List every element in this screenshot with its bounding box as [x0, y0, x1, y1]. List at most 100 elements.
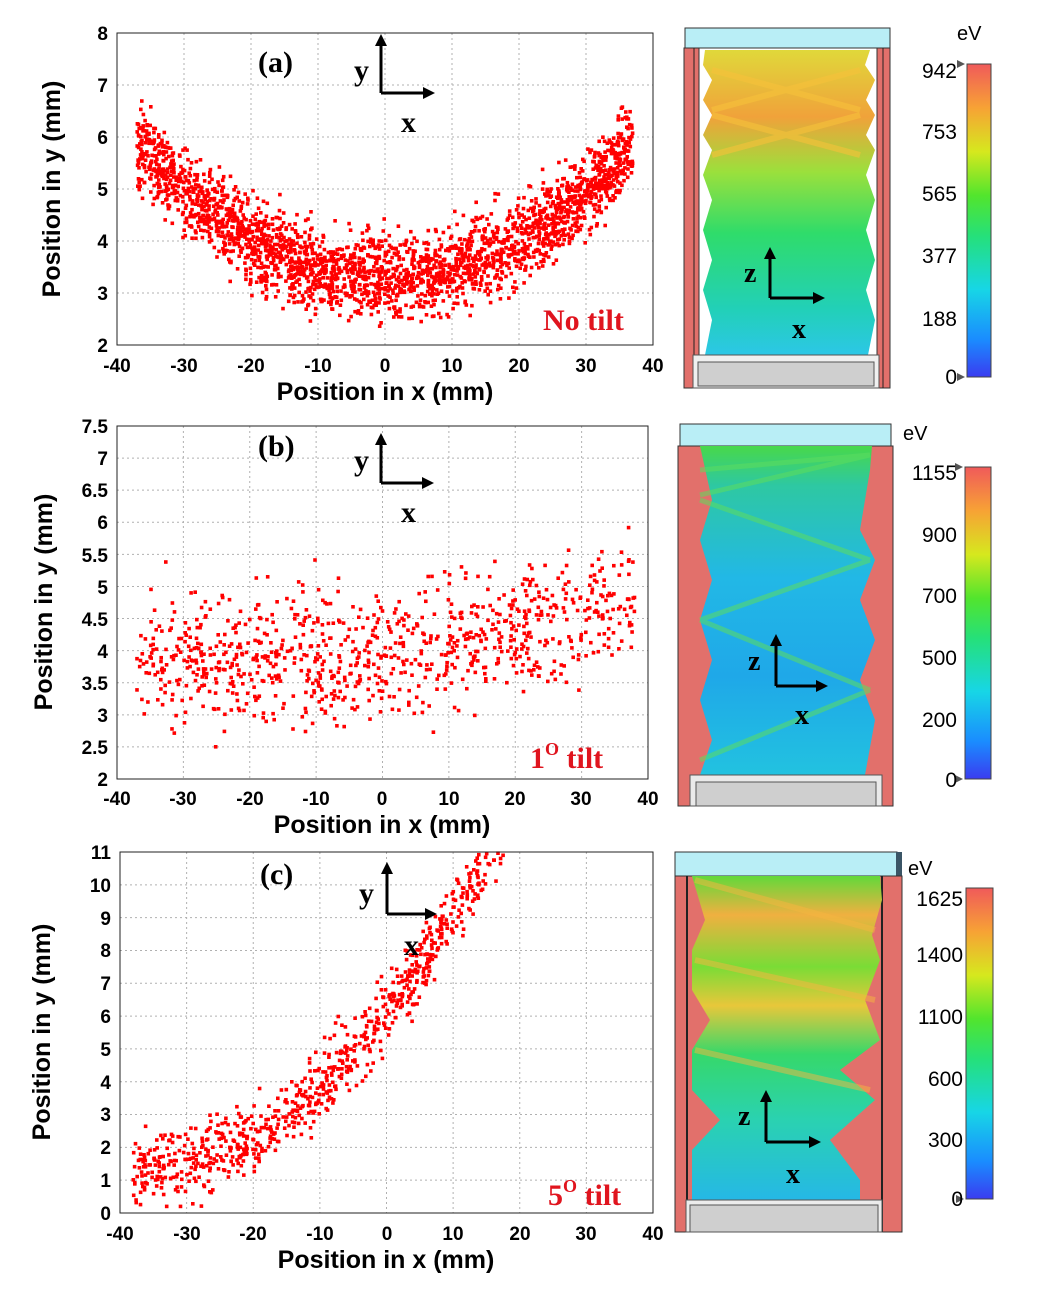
- scatter-point: [190, 236, 194, 240]
- scatter-point: [582, 199, 586, 204]
- scatter-point: [404, 303, 408, 308]
- panel-a: -40 -30 -20 -10 0 10 20 30 40 2 3 4 5 6 …: [38, 23, 992, 406]
- scatter-point: [260, 232, 264, 237]
- scatter-point: [498, 253, 503, 258]
- scatter-point: [425, 663, 429, 667]
- scatter-point: [295, 613, 300, 617]
- scatter-point: [592, 578, 597, 583]
- scatter-point: [159, 687, 163, 691]
- scatter-point: [544, 226, 548, 230]
- scatter-point: [367, 1047, 372, 1052]
- scatter-point: [411, 1002, 416, 1007]
- scatter-point: [246, 198, 250, 202]
- y-tick-label: 8: [100, 941, 111, 962]
- scatter-point: [349, 1067, 354, 1072]
- scatter-point: [154, 647, 159, 651]
- scatter-point: [240, 223, 244, 228]
- scatter-point: [448, 638, 453, 642]
- scatter-point: [204, 675, 208, 680]
- scatter-point: [483, 855, 488, 860]
- scatter-point: [434, 954, 438, 959]
- scatter-point: [232, 211, 237, 216]
- scatter-point: [235, 231, 240, 236]
- scatter-point: [155, 157, 159, 162]
- scatter-point: [511, 663, 516, 668]
- scatter-point: [514, 286, 519, 290]
- scatter-point: [361, 269, 365, 273]
- scatter-point: [183, 233, 188, 238]
- scatter-point: [308, 1100, 312, 1104]
- scatter-point: [447, 262, 451, 267]
- scatter-point: [351, 279, 356, 284]
- scatter-point: [353, 1043, 358, 1047]
- scatter-point: [331, 250, 336, 254]
- scatter-point: [205, 219, 209, 224]
- scatter-point: [394, 277, 399, 282]
- scatter-point: [559, 663, 564, 667]
- scatter-point: [448, 610, 453, 615]
- scatter-point: [611, 147, 615, 152]
- scatter-point: [459, 565, 464, 569]
- scatter-point: [490, 229, 495, 234]
- scatter-point: [359, 274, 364, 279]
- scatter-point: [270, 1136, 275, 1141]
- scatter-point: [426, 242, 431, 246]
- scatter-point: [562, 200, 567, 204]
- scatter-point: [264, 287, 269, 292]
- scatter-point: [551, 200, 555, 204]
- scatter-point: [401, 659, 405, 664]
- scatter-point: [513, 259, 518, 263]
- scatter-point: [320, 299, 324, 304]
- scatter-point: [343, 1051, 348, 1055]
- scatter-point: [559, 198, 564, 202]
- scatter-point: [375, 980, 380, 984]
- scatter-point: [377, 283, 381, 287]
- scatter-point: [275, 600, 279, 604]
- scatter-point: [318, 676, 323, 680]
- scatter-point: [230, 1155, 235, 1159]
- scatter-point: [253, 258, 258, 263]
- scatter-point: [537, 212, 542, 216]
- scatter-point: [482, 247, 487, 252]
- scatter-point: [279, 274, 283, 279]
- scatter-point: [434, 265, 438, 270]
- scatter-point: [342, 253, 346, 257]
- scatter-point: [608, 185, 613, 189]
- scatter-point: [357, 615, 361, 619]
- scatter-point: [474, 257, 478, 262]
- scatter-point: [287, 1123, 291, 1128]
- scatter-point: [354, 663, 358, 668]
- scatter-point: [455, 222, 459, 227]
- scatter-point: [358, 674, 362, 678]
- scatter-point: [276, 272, 281, 276]
- scatter-point: [601, 616, 605, 620]
- scatter-point: [275, 242, 280, 247]
- scatter-point: [194, 658, 198, 663]
- scatter-point: [213, 189, 217, 194]
- scatter-point: [235, 267, 240, 271]
- scatter-point: [321, 276, 325, 280]
- scatter-point: [211, 212, 215, 217]
- scatter-point: [167, 680, 172, 684]
- scatter-point: [222, 643, 226, 647]
- scatter-point: [355, 311, 360, 315]
- scatter-point: [376, 599, 380, 603]
- scatter-point: [393, 286, 397, 290]
- scatter-point: [259, 228, 264, 233]
- scatter-point: [240, 652, 245, 657]
- scatter-point: [274, 662, 278, 667]
- scatter-point: [287, 268, 291, 272]
- scatter-point: [383, 1015, 388, 1019]
- scatter-point: [298, 622, 302, 626]
- scatter-point: [305, 673, 310, 677]
- scatter-point: [301, 1103, 305, 1108]
- scatter-point: [287, 222, 292, 227]
- scatter-point: [573, 164, 577, 168]
- y-tick-label: 3: [97, 706, 108, 727]
- scatter-point: [353, 261, 357, 266]
- scatter-point: [138, 658, 143, 663]
- scatter-point: [531, 577, 535, 582]
- scatter-point: [464, 865, 469, 869]
- scatter-point: [416, 684, 421, 688]
- scatter-point: [157, 190, 162, 194]
